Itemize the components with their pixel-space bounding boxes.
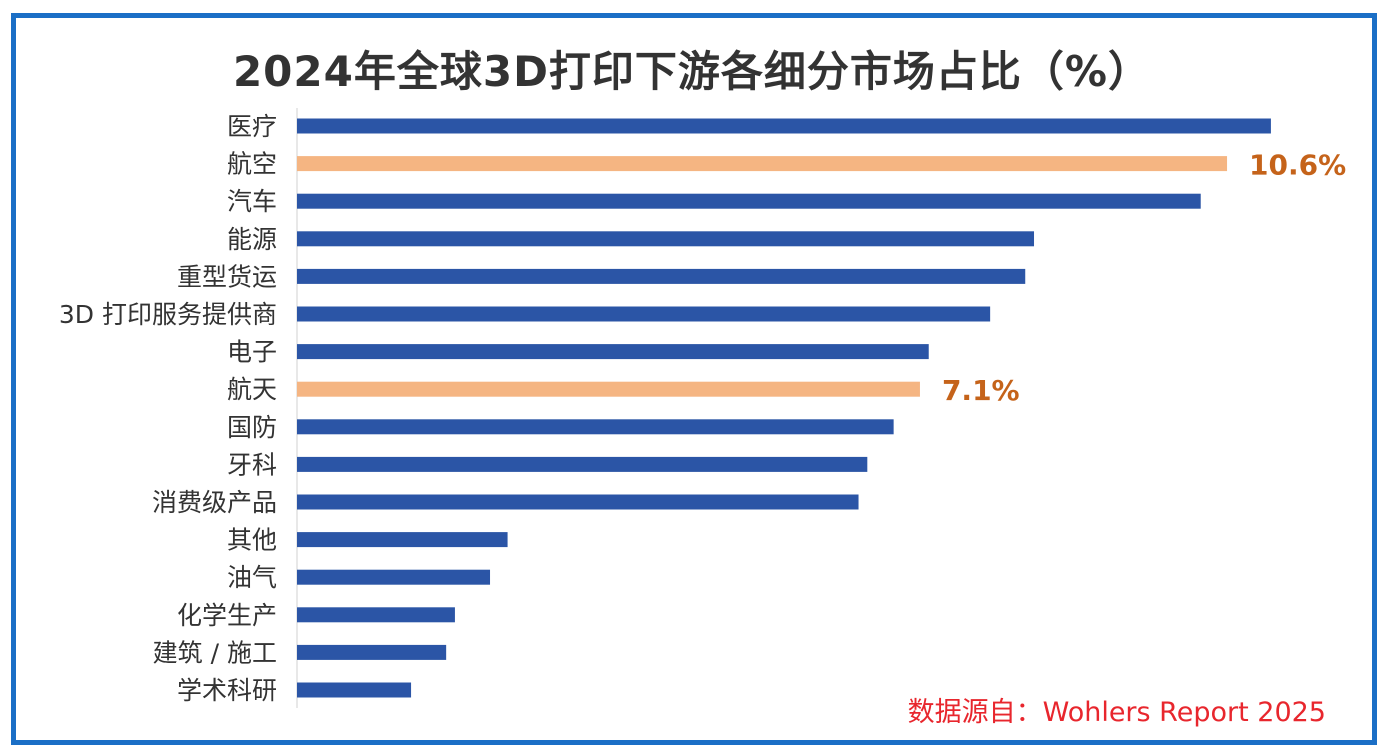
bar (297, 193, 1201, 209)
bar (297, 644, 447, 660)
category-label: 3D 打印服务提供商 (59, 300, 277, 329)
bar (297, 381, 920, 397)
data-label: 10.6% (1249, 149, 1346, 182)
source-note: 数据源自：Wohlers Report 2025 (907, 697, 1326, 728)
bar (297, 494, 859, 510)
category-label: 学术科研 (177, 676, 277, 705)
bar (297, 607, 455, 623)
bar (297, 532, 508, 548)
bar (297, 156, 1228, 172)
bar (297, 569, 491, 585)
category-label: 汽车 (227, 187, 277, 216)
category-label: 航空 (227, 150, 277, 179)
bar (297, 268, 1026, 284)
category-label: 建筑 / 施工 (153, 638, 277, 667)
bar (297, 231, 1035, 247)
category-label: 牙科 (227, 450, 277, 479)
bar (297, 419, 894, 435)
chart-title: 2024年全球3D打印下游各细分市场占比（%） (232, 47, 1152, 96)
category-label: 其他 (227, 526, 277, 555)
category-label: 化学生产 (177, 601, 277, 630)
category-label: 电子 (227, 338, 277, 367)
category-label: 重型货运 (177, 262, 277, 291)
bar (297, 682, 412, 698)
bar (297, 306, 991, 322)
category-label: 能源 (227, 225, 277, 254)
bar (297, 344, 929, 360)
category-label: 油气 (227, 563, 277, 592)
bar (297, 456, 868, 472)
category-label: 国防 (227, 413, 277, 442)
bar (297, 118, 1271, 134)
data-label: 7.1% (942, 374, 1020, 407)
category-label: 航天 (227, 375, 277, 404)
chart-frame (11, 13, 1377, 745)
category-label: 医疗 (227, 112, 277, 141)
category-label: 消费级产品 (152, 488, 277, 517)
